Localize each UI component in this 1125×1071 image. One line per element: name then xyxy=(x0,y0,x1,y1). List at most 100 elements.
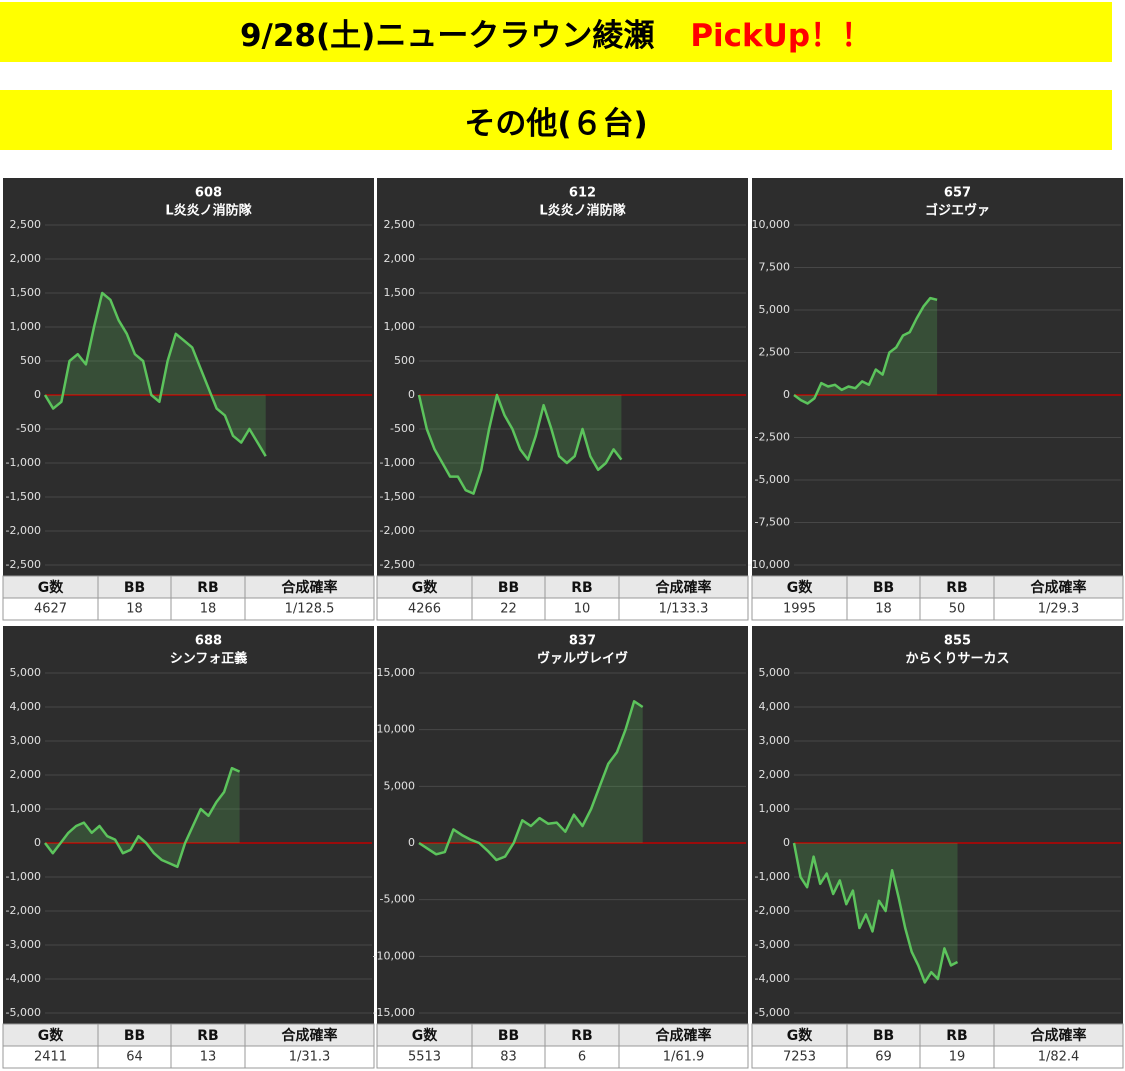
table-data-row xyxy=(751,1045,1124,1069)
y-tick-label: 2,000 xyxy=(10,768,42,781)
y-tick-label: -1,000 xyxy=(380,456,415,469)
table-header: G数 xyxy=(412,1027,438,1044)
chart-title: 657 xyxy=(944,186,971,201)
chart-title: 837 xyxy=(569,634,596,649)
y-tick-label: 2,000 xyxy=(10,252,42,265)
table-cell: 13 xyxy=(200,1050,217,1065)
y-tick-label: 0 xyxy=(408,388,415,401)
line xyxy=(792,842,959,984)
table-cell: 2411 xyxy=(34,1050,67,1065)
table-header: BB xyxy=(498,580,519,596)
table-header: RB xyxy=(571,580,592,596)
y-tick-label: -2,000 xyxy=(755,904,790,917)
chart-title: 855 xyxy=(944,634,971,649)
y-tick-label: 0 xyxy=(783,388,790,401)
y-tick-label: -2,000 xyxy=(6,524,41,537)
y-tick-label: 1,500 xyxy=(384,286,416,299)
y-tick-label: 0 xyxy=(783,836,790,849)
y-tick-label: 5,000 xyxy=(759,303,791,316)
y-tick-label: 2,500 xyxy=(10,218,42,231)
section-bar: その他(６台) xyxy=(0,90,1112,150)
table-header: G数 xyxy=(38,1027,64,1044)
y-tick-label: -2,500 xyxy=(380,558,415,571)
table-data-row xyxy=(376,1045,749,1069)
table-cell: 18 xyxy=(200,602,217,617)
area xyxy=(419,395,622,494)
line xyxy=(417,393,623,495)
y-tick-label: -5,000 xyxy=(380,893,415,906)
y-tick-label: 4,000 xyxy=(10,700,42,713)
y-tick-label: 5,000 xyxy=(10,666,42,679)
y-tick-label: -1,500 xyxy=(6,490,41,503)
panel-background xyxy=(377,626,748,1068)
y-tick-label: -2,000 xyxy=(380,524,415,537)
chart-subtitle: からくりサーカス xyxy=(905,652,1009,667)
header-highlight: PickUp！！ xyxy=(690,17,873,54)
table-cell: 6 xyxy=(578,1050,586,1065)
table-cell: 1995 xyxy=(783,602,816,617)
y-tick-label: 3,000 xyxy=(759,734,791,747)
y-tick-label: 5,000 xyxy=(759,666,791,679)
table-header: RB xyxy=(946,580,967,596)
y-tick-label: -3,000 xyxy=(6,938,41,951)
panel-background xyxy=(3,626,374,1068)
table-cell: 1/61.9 xyxy=(663,1050,705,1065)
y-tick-label: 1,000 xyxy=(10,802,42,815)
chart-panel: 657 ゴジエヴァ 10,000 7,500 5,000 2,500 0 -2,500 -5,0… xyxy=(748,178,1124,621)
table-header: 合成確率 xyxy=(1031,1027,1087,1044)
table-cell: 1/31.3 xyxy=(289,1050,331,1065)
y-tick-label: -2,500 xyxy=(6,558,41,571)
table-cell: 5513 xyxy=(408,1050,441,1065)
chart-subtitle: L炎炎ノ消防隊 xyxy=(539,203,626,219)
panel-background xyxy=(752,626,1123,1068)
y-tick-label: 5,000 xyxy=(384,779,416,792)
table-header: G数 xyxy=(412,579,438,596)
table-header: RB xyxy=(197,1028,218,1044)
y-tick-label: 2,000 xyxy=(759,768,791,781)
table-cell: 1/29.3 xyxy=(1038,602,1080,617)
table-cell: 7253 xyxy=(783,1050,816,1065)
y-tick-label: -1,000 xyxy=(6,870,41,883)
line xyxy=(43,291,267,457)
line xyxy=(418,700,644,862)
y-tick-label: -500 xyxy=(390,422,415,435)
y-tick-label: -10,000 xyxy=(373,949,415,962)
table-header: RB xyxy=(571,1028,592,1044)
y-tick-label: -1,000 xyxy=(755,870,790,883)
table-header: G数 xyxy=(787,579,813,596)
table-header: 合成確率 xyxy=(1031,579,1087,596)
table-header: RB xyxy=(197,580,218,596)
y-tick-label: 1,000 xyxy=(384,320,416,333)
y-tick-label: -3,000 xyxy=(755,938,790,951)
table-cell: 4266 xyxy=(408,602,441,617)
y-tick-label: 2,500 xyxy=(384,218,416,231)
y-tick-label: -500 xyxy=(16,422,41,435)
table-data-row xyxy=(376,597,749,621)
y-tick-label: -1,500 xyxy=(380,490,415,503)
chart-title: 612 xyxy=(569,186,596,201)
table-cell: 10 xyxy=(574,602,591,617)
chart-subtitle: ゴジエヴァ xyxy=(925,203,990,219)
table-cell: 19 xyxy=(949,1050,966,1065)
chart-title: 688 xyxy=(195,634,222,649)
table-header: 合成確率 xyxy=(656,1027,712,1044)
y-tick-label: -5,000 xyxy=(6,1006,41,1019)
chart-panel: 688 シンフォ正義 5,000 4,000 3,000 2,000 1,000 0 -1,00… xyxy=(2,626,375,1069)
area xyxy=(419,701,643,860)
area xyxy=(794,298,938,404)
chart-subtitle: L炎炎ノ消防隊 xyxy=(165,203,252,219)
table-header: 合成確率 xyxy=(656,579,712,596)
table-data-row xyxy=(2,597,375,621)
table-cell: 18 xyxy=(875,602,892,617)
chart-subtitle: シンフォ正義 xyxy=(170,651,248,667)
chart-panel: 855 からくりサーカス 5,000 4,000 3,000 2,000 1,000 0 -1,… xyxy=(751,626,1124,1069)
table-cell: 18 xyxy=(126,602,143,617)
table-cell: 4627 xyxy=(34,602,67,617)
table-cell: 64 xyxy=(126,1050,143,1065)
y-tick-label: 10,000 xyxy=(752,218,791,231)
line xyxy=(44,766,241,869)
chart-subtitle: ヴァルヴレイヴ xyxy=(537,651,628,667)
table-header: BB xyxy=(873,1028,894,1044)
y-tick-label: -2,000 xyxy=(6,904,41,917)
